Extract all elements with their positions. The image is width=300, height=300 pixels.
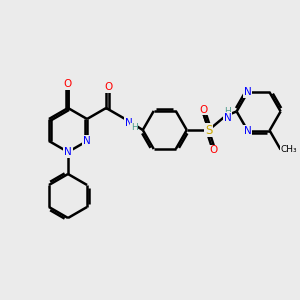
Text: O: O xyxy=(210,146,218,155)
Text: N: N xyxy=(244,125,251,136)
Text: N: N xyxy=(224,113,232,123)
Text: O: O xyxy=(200,105,208,115)
Text: O: O xyxy=(104,82,112,92)
Text: N: N xyxy=(83,136,91,146)
Text: S: S xyxy=(205,124,212,136)
Text: N: N xyxy=(125,118,133,128)
Text: N: N xyxy=(244,87,251,98)
Text: O: O xyxy=(64,79,72,89)
Text: CH₃: CH₃ xyxy=(280,145,297,154)
Text: H: H xyxy=(131,124,137,133)
Text: H: H xyxy=(224,107,231,116)
Text: N: N xyxy=(64,147,72,157)
